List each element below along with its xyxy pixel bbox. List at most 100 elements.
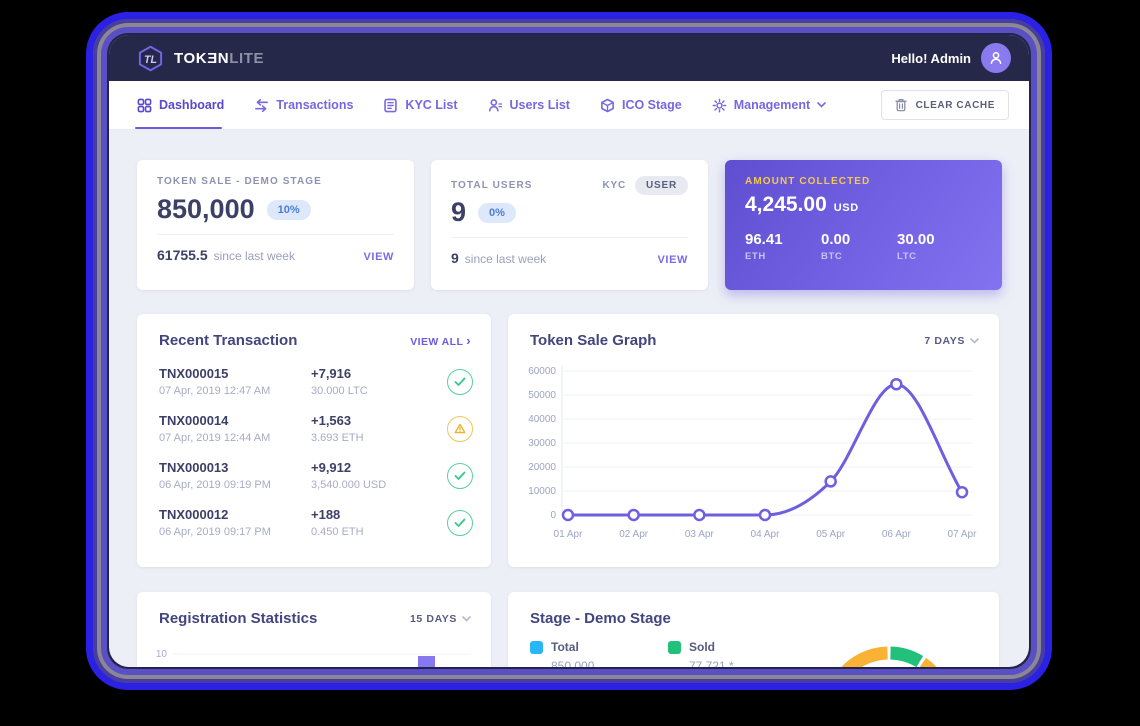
table-row[interactable]: TNX000012 06 Apr, 2019 09:17 PM +188 0.4… <box>137 499 491 546</box>
coin-eth: 96.41 ETH <box>745 231 821 262</box>
nav-item-dashboard[interactable]: Dashboard <box>134 81 224 129</box>
tx-amount: +7,916 <box>311 366 352 381</box>
view-all-link[interactable]: VIEW ALL › <box>410 333 471 348</box>
svg-text:06 Apr: 06 Apr <box>882 529 912 540</box>
nav-item-transactions[interactable]: Transactions <box>254 81 353 129</box>
range-selector-15days[interactable]: 15 DAYS <box>410 613 471 625</box>
status-success-icon <box>447 368 473 395</box>
window-frame: TL TOKƎNLITE Hello! Admin <box>86 12 1052 690</box>
btc-value: 0.00 <box>821 231 851 248</box>
svg-text:07 Apr: 07 Apr <box>948 529 978 540</box>
main-content: TOKEN SALE - DEMO STAGE 850,000 10% 6175… <box>109 130 1029 667</box>
total-users-card: TOTAL USERS KYC USER 9 0% 9 since last w… <box>431 160 708 290</box>
status-success-icon <box>447 462 473 489</box>
legend-item-sold: Sold 77,721 * <box>668 640 806 667</box>
recent-transactions-panel: Recent Transaction VIEW ALL › TNX000015 0… <box>137 314 491 567</box>
tx-detail: 0.450 ETH <box>311 526 364 538</box>
registration-statistics-panel: Registration Statistics 15 DAYS 108 <box>137 592 491 667</box>
chevron-down-icon <box>970 337 979 344</box>
range-selector-7days[interactable]: 7 DAYS <box>924 335 979 347</box>
tx-id: TNX000013 <box>159 460 229 475</box>
legend-value: 850,000 <box>551 659 595 667</box>
token-sale-delta-value: 61755.5 <box>157 247 208 263</box>
total-users-delta-text: since last week <box>464 252 547 266</box>
ltc-label: LTC <box>897 251 917 262</box>
transactions-swap-icon <box>255 98 269 112</box>
bottom-panels-row: Registration Statistics 15 DAYS 108 Stag… <box>137 592 1003 667</box>
clear-cache-label: CLEAR CACHE <box>915 99 995 111</box>
kyc-list-icon <box>384 98 398 112</box>
svg-text:TL: TL <box>144 53 157 65</box>
coin-btc: 0.00 BTC <box>821 231 897 262</box>
registration-bar-chart: 108 <box>137 639 491 667</box>
svg-text:20000: 20000 <box>528 462 556 473</box>
table-row[interactable]: TNX000014 07 Apr, 2019 12:44 AM +1,563 3… <box>137 405 491 452</box>
status-success-icon <box>447 509 473 536</box>
clear-cache-button[interactable]: CLEAR CACHE <box>880 90 1009 120</box>
sold-swatch <box>668 640 681 654</box>
toggle-user-option[interactable]: USER <box>635 176 688 195</box>
total-users-delta-value: 9 <box>451 250 459 266</box>
nav-item-ico-stage[interactable]: ICO Stage <box>600 81 682 129</box>
svg-text:30000: 30000 <box>528 438 556 449</box>
chevron-right-icon: › <box>466 333 471 348</box>
nav-item-users-list[interactable]: Users List <box>488 81 570 129</box>
legend-label: Sold <box>689 640 715 654</box>
amount-collected-value: 4,245.00 <box>745 193 827 216</box>
token-sale-graph-panel: Token Sale Graph 7 DAYS 0 10000 20000 30000… <box>508 314 999 567</box>
tx-date: 06 Apr, 2019 09:17 PM <box>159 526 271 538</box>
token-sale-value: 850,000 <box>157 194 255 224</box>
nav-label: Management <box>733 98 811 112</box>
app-header: TL TOKƎNLITE Hello! Admin <box>109 35 1029 81</box>
tx-amount: +1,563 <box>311 413 352 428</box>
svg-text:50000: 50000 <box>528 390 556 401</box>
nav-item-management[interactable]: Management <box>712 81 826 129</box>
brand-primary: TOKƎN <box>174 49 230 67</box>
token-sale-badge: 10% <box>266 199 311 220</box>
middle-panels-row: Recent Transaction VIEW ALL › TNX000015 0… <box>137 314 1003 567</box>
total-swatch <box>530 640 543 654</box>
dashboard-grid-icon <box>137 98 152 112</box>
svg-text:03 Apr: 03 Apr <box>685 529 715 540</box>
svg-text:01 Apr: 01 Apr <box>554 529 584 540</box>
svg-text:10: 10 <box>156 649 168 660</box>
greeting-text: Hello! Admin <box>891 50 971 66</box>
user-avatar[interactable] <box>981 43 1011 73</box>
brand-wordmark: TOKƎNLITE <box>174 50 264 67</box>
stage-legend: Total 850,000 Sold 77,721 * <box>508 627 999 667</box>
amount-collected-label: AMOUNT COLLECTED <box>745 176 871 187</box>
svg-text:10000: 10000 <box>528 486 556 497</box>
table-row[interactable]: TNX000013 06 Apr, 2019 09:19 PM +9,912 3… <box>137 452 491 499</box>
total-users-view-link[interactable]: VIEW <box>657 254 688 266</box>
token-sale-view-link[interactable]: VIEW <box>363 251 394 263</box>
svg-text:40000: 40000 <box>528 414 556 425</box>
ico-stage-icon <box>601 98 614 112</box>
token-sale-card: TOKEN SALE - DEMO STAGE 850,000 10% 6175… <box>137 160 414 290</box>
token-sale-graph-title: Token Sale Graph <box>530 332 657 349</box>
legend-label: Total <box>551 640 579 654</box>
toggle-kyc-option[interactable]: KYC <box>602 180 627 191</box>
nav-label: Users List <box>509 98 570 112</box>
stage-body: Total 850,000 Sold 77,721 * <box>508 627 999 667</box>
stat-cards-row: TOKEN SALE - DEMO STAGE 850,000 10% 6175… <box>137 160 1003 290</box>
coin-ltc: 30.00 LTC <box>897 231 973 262</box>
tx-detail: 30.000 LTC <box>311 385 368 397</box>
stage-title: Stage - Demo Stage <box>530 610 671 627</box>
nav-item-kyc-list[interactable]: KYC List <box>383 81 458 129</box>
transactions-list: TNX000015 07 Apr, 2019 12:47 AM +7,916 3… <box>137 358 491 546</box>
table-row[interactable]: TNX000015 07 Apr, 2019 12:47 AM +7,916 3… <box>137 358 491 405</box>
view-all-label: VIEW ALL <box>410 336 464 348</box>
svg-text:02 Apr: 02 Apr <box>619 529 649 540</box>
range-label: 15 DAYS <box>409 612 457 625</box>
total-users-value: 9 <box>451 197 467 227</box>
users-list-icon <box>488 98 502 112</box>
trash-icon <box>894 98 907 112</box>
nav-label: KYC List <box>405 98 458 112</box>
tx-detail: 3,540.000 USD <box>311 479 387 491</box>
tokenlite-logo-icon: TL <box>138 45 163 71</box>
svg-text:60000: 60000 <box>528 366 556 377</box>
tx-detail: 3.693 ETH <box>311 432 364 444</box>
recent-transactions-title: Recent Transaction <box>159 332 298 349</box>
token-sale-label: TOKEN SALE - DEMO STAGE <box>157 176 322 187</box>
amount-collected-card: AMOUNT COLLECTED 4,245.00 USD 96.41 ETH … <box>725 160 1002 290</box>
